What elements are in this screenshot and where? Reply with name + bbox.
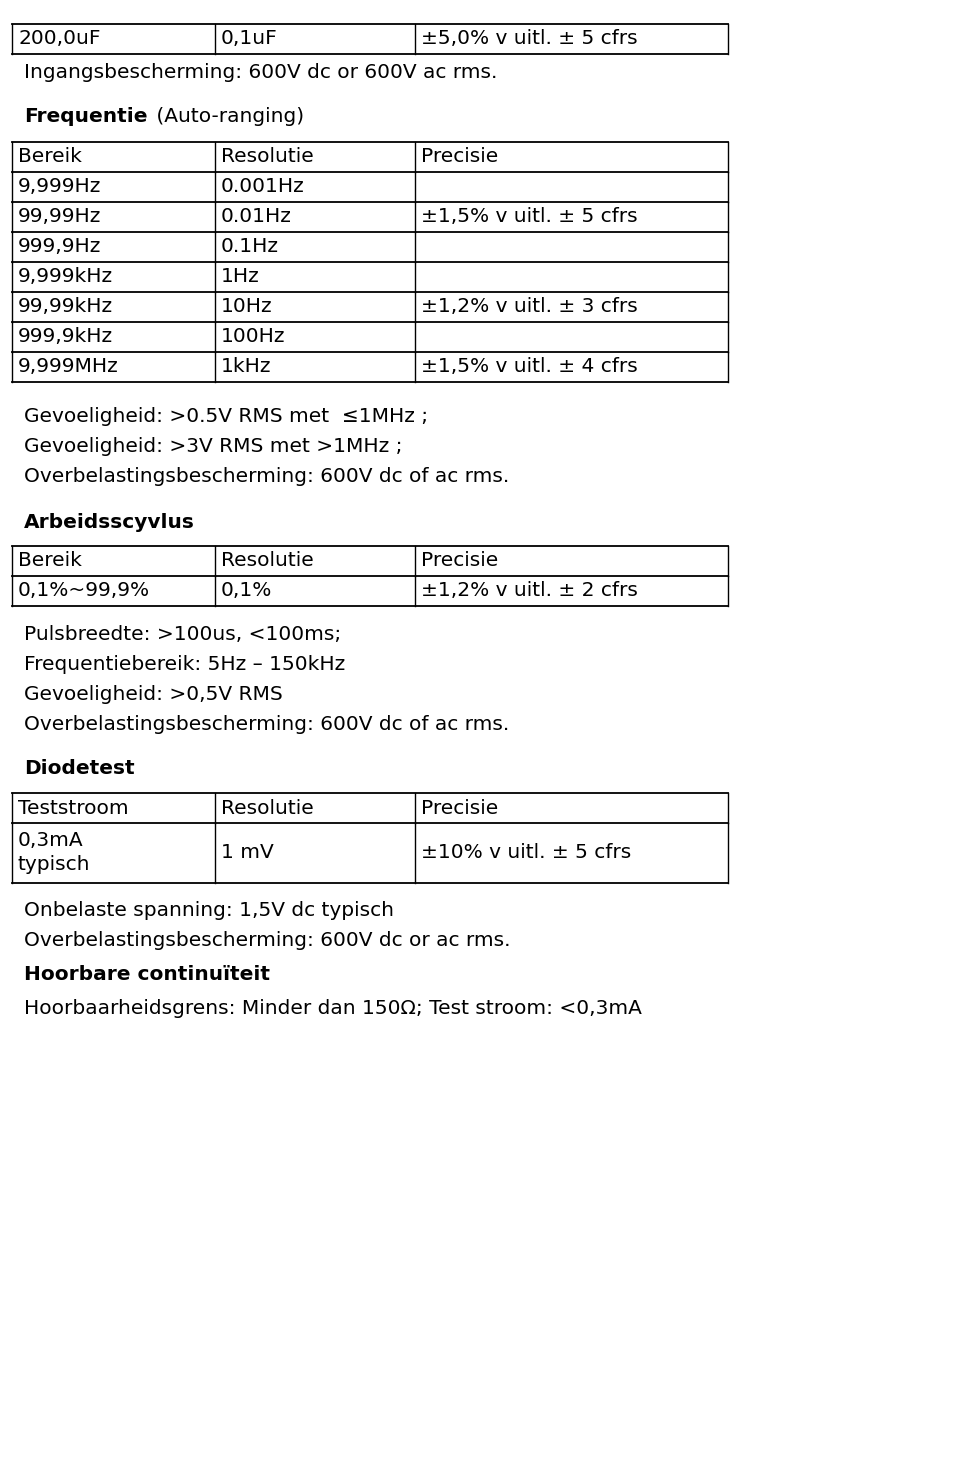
Text: 0,3mA: 0,3mA [18, 832, 84, 851]
Text: Ingangsbescherming: 600V dc or 600V ac rms.: Ingangsbescherming: 600V dc or 600V ac r… [24, 62, 497, 81]
Text: ±1,2% v uitl. ± 3 cfrs: ±1,2% v uitl. ± 3 cfrs [421, 297, 637, 316]
Text: ±1,2% v uitl. ± 2 cfrs: ±1,2% v uitl. ± 2 cfrs [421, 581, 637, 601]
Text: 1kHz: 1kHz [221, 358, 272, 377]
Text: 999,9Hz: 999,9Hz [18, 237, 102, 256]
Text: Resolutie: Resolutie [221, 552, 314, 571]
Text: ±1,5% v uitl. ± 4 cfrs: ±1,5% v uitl. ± 4 cfrs [421, 358, 637, 377]
Text: Gevoeligheid: >0.5V RMS met  ≤1MHz ;: Gevoeligheid: >0.5V RMS met ≤1MHz ; [24, 408, 428, 427]
Text: 0.1Hz: 0.1Hz [221, 237, 279, 256]
Text: 1Hz: 1Hz [221, 268, 260, 287]
Text: Frequentie: Frequentie [24, 107, 148, 127]
Text: Arbeidsscyvlus: Arbeidsscyvlus [24, 512, 195, 531]
Text: Gevoeligheid: >3V RMS met >1MHz ;: Gevoeligheid: >3V RMS met >1MHz ; [24, 437, 402, 456]
Text: Overbelastingsbescherming: 600V dc of ac rms.: Overbelastingsbescherming: 600V dc of ac… [24, 714, 509, 733]
Text: 200,0uF: 200,0uF [18, 29, 101, 49]
Text: Gevoeligheid: >0,5V RMS: Gevoeligheid: >0,5V RMS [24, 684, 283, 704]
Text: 9,999kHz: 9,999kHz [18, 268, 113, 287]
Text: 0,1%~99,9%: 0,1%~99,9% [18, 581, 150, 601]
Text: 0,1uF: 0,1uF [221, 29, 277, 49]
Text: Precisie: Precisie [421, 798, 498, 817]
Text: Bereik: Bereik [18, 147, 82, 166]
Text: Onbelaste spanning: 1,5V dc typisch: Onbelaste spanning: 1,5V dc typisch [24, 901, 394, 920]
Text: 99,99kHz: 99,99kHz [18, 297, 113, 316]
Text: Hoorbare continuïteit: Hoorbare continuïteit [24, 966, 270, 985]
Text: Resolutie: Resolutie [221, 147, 314, 166]
Text: Teststroom: Teststroom [18, 798, 129, 817]
Text: Bereik: Bereik [18, 552, 82, 571]
Text: 999,9kHz: 999,9kHz [18, 327, 113, 346]
Text: Resolutie: Resolutie [221, 798, 314, 817]
Text: 100Hz: 100Hz [221, 327, 285, 346]
Text: 10Hz: 10Hz [221, 297, 273, 316]
Text: 9,999MHz: 9,999MHz [18, 358, 119, 377]
Text: 0.001Hz: 0.001Hz [221, 178, 304, 196]
Text: ±10% v uitl. ± 5 cfrs: ±10% v uitl. ± 5 cfrs [421, 843, 632, 863]
Text: Frequentiebereik: 5Hz – 150kHz: Frequentiebereik: 5Hz – 150kHz [24, 655, 346, 674]
Text: typisch: typisch [18, 855, 90, 874]
Text: ±1,5% v uitl. ± 5 cfrs: ±1,5% v uitl. ± 5 cfrs [421, 208, 637, 227]
Text: Precisie: Precisie [421, 552, 498, 571]
Text: Hoorbaarheidsgrens: Minder dan 150Ω; Test stroom: <0,3mA: Hoorbaarheidsgrens: Minder dan 150Ω; Tes… [24, 999, 642, 1019]
Text: Diodetest: Diodetest [24, 760, 134, 779]
Text: 0,1%: 0,1% [221, 581, 273, 601]
Text: 99,99Hz: 99,99Hz [18, 208, 102, 227]
Text: 1 mV: 1 mV [221, 843, 274, 863]
Text: (Auto-ranging): (Auto-ranging) [150, 107, 303, 127]
Text: ±5,0% v uitl. ± 5 cfrs: ±5,0% v uitl. ± 5 cfrs [421, 29, 637, 49]
Text: 9,999Hz: 9,999Hz [18, 178, 102, 196]
Text: Overbelastingsbescherming: 600V dc or ac rms.: Overbelastingsbescherming: 600V dc or ac… [24, 932, 511, 951]
Text: 0.01Hz: 0.01Hz [221, 208, 292, 227]
Text: Overbelastingsbescherming: 600V dc of ac rms.: Overbelastingsbescherming: 600V dc of ac… [24, 468, 509, 487]
Text: Precisie: Precisie [421, 147, 498, 166]
Text: Pulsbreedte: >100us, <100ms;: Pulsbreedte: >100us, <100ms; [24, 624, 341, 643]
